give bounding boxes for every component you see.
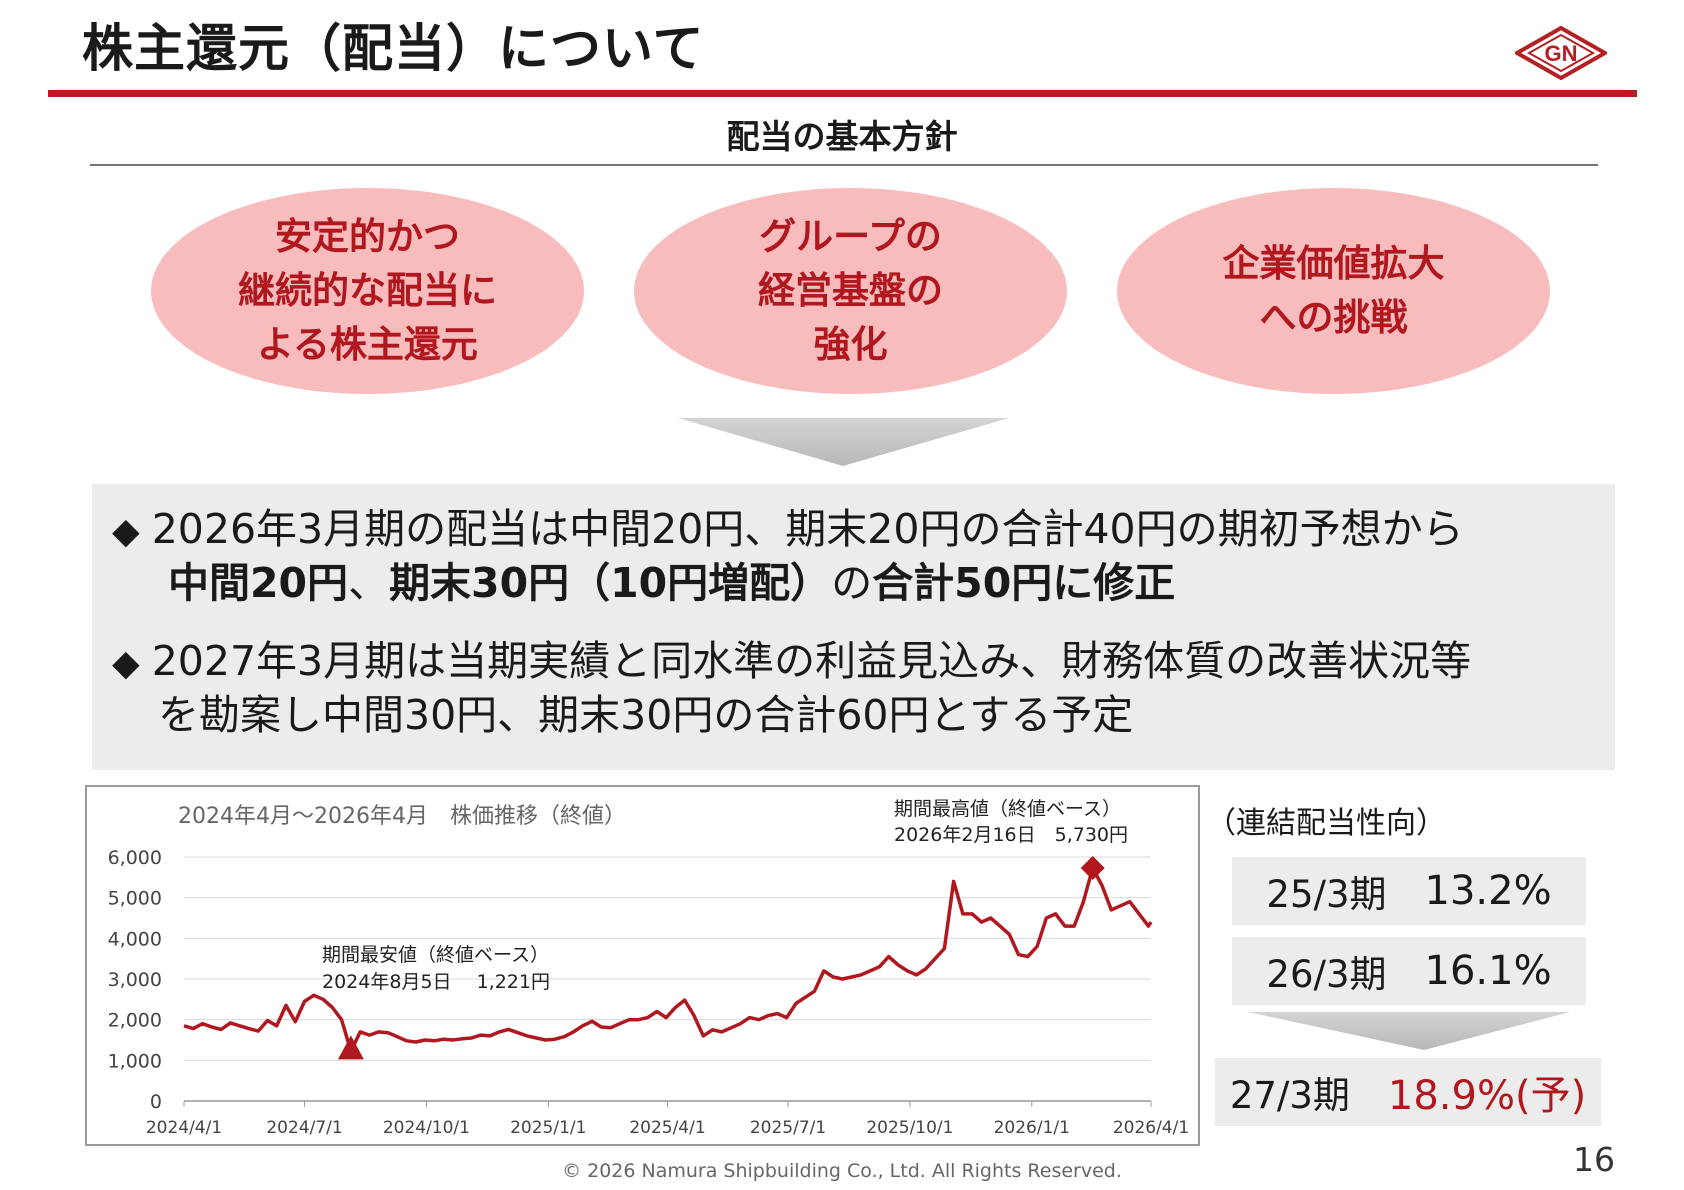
x-tick-label: 2024/4/1: [146, 1118, 222, 1138]
x-tick-label: 2024/7/1: [266, 1118, 342, 1138]
bullet-1-emphasis-total: 合計50円に修正: [872, 559, 1176, 607]
down-arrow-icon: [1248, 1012, 1570, 1050]
x-tick-label: 2025/1/1: [510, 1118, 586, 1138]
payout-value: 16.1%: [1424, 948, 1552, 994]
y-tick-label: 2,000: [108, 1010, 162, 1032]
policy-pillar-corporate-value: 企業価値拡大 への挑戦: [1117, 188, 1550, 394]
policy-pillar-group-foundation: グループの 経営基盤の 強化: [634, 188, 1067, 394]
x-tick-label: 2025/7/1: [750, 1118, 826, 1138]
x-tick-label: 2026/4/1: [1113, 1118, 1189, 1138]
dividend-notes-panel: [92, 484, 1615, 770]
copyright-notice: © 2026 Namura Shipbuilding Co., Ltd. All…: [562, 1160, 1122, 1182]
y-tick-label: 3,000: [108, 969, 162, 991]
page-number: 16: [1573, 1140, 1615, 1179]
title-underline: [48, 90, 1637, 97]
bullet-diamond-icon: ◆: [112, 643, 140, 684]
bullet-2-line-1: ◆ 2027年3月期は当期実績と同水準の利益見込み、財務体質の改善状況等: [112, 634, 1471, 691]
bullet-2-line-2: を勘案し中間30円、期末30円の合計60円とする予定: [158, 691, 1134, 739]
y-tick-label: 0: [150, 1091, 162, 1113]
stock-chart-frame: [85, 785, 1200, 1146]
page-title: 株主還元（配当）について: [82, 20, 705, 79]
chart-title: 2024年4月～2026年4月 株価推移（終値）: [178, 804, 626, 829]
payout-ratio-row-forecast: 27/3期 18.9%(予): [1215, 1058, 1601, 1126]
y-tick-label: 4,000: [108, 928, 162, 950]
payout-period: 25/3期: [1266, 873, 1387, 916]
bullet-1-text: 2026年3月期の配当は中間20円、期末20円の合計40円の期初予想から: [151, 505, 1464, 553]
bullet-1-emphasis-interim: 中間20円: [168, 559, 349, 607]
y-tick-label: 1,000: [108, 1050, 162, 1072]
x-tick-label: 2026/1/1: [994, 1118, 1070, 1138]
down-arrow-icon: [678, 418, 1009, 466]
y-tick-label: 6,000: [108, 847, 162, 869]
y-tick-label: 5,000: [108, 888, 162, 910]
bullet-1-line-1: ◆ 2026年3月期の配当は中間20円、期末20円の合計40円の期初予想から: [112, 502, 1464, 559]
policy-divider: [90, 164, 1598, 166]
period-high-value: 2026年2月16日 5,730円: [894, 824, 1128, 846]
payout-period: 26/3期: [1266, 953, 1387, 996]
logo-text: GN: [1545, 41, 1578, 66]
price-series-line: [183, 866, 1153, 1054]
bullet-1-emphasis-yearend: 期末30円（10円増配）: [389, 559, 832, 607]
bullet-diamond-icon: ◆: [112, 511, 140, 552]
period-low-label: 期間最安値（終値ベース）: [322, 944, 549, 966]
x-tick-label: 2025/10/1: [866, 1118, 953, 1138]
x-tick-label: 2025/4/1: [629, 1118, 705, 1138]
period-low-value: 2024年8月5日 1,221円: [322, 971, 550, 993]
policy-heading: 配当の基本方針: [726, 117, 958, 156]
payout-period: 27/3期: [1229, 1074, 1350, 1117]
payout-ratio-row: 25/3期 13.2%: [1232, 857, 1586, 925]
period-high-label: 期間最高値（終値ベース）: [894, 798, 1121, 820]
stock-price-chart: 2024年4月～2026年4月 株価推移（終値） 0 1,000 2,000 3,000…: [108, 798, 1190, 1138]
pillar-text: 安定的かつ 継続的な配当に よる株主還元: [238, 215, 497, 366]
payout-value-forecast: 18.9%(予): [1387, 1073, 1587, 1119]
bullet-2-text: 2027年3月期は当期実績と同水準の利益見込み、財務体質の改善状況等: [151, 637, 1472, 685]
company-logo: GN: [1515, 26, 1607, 80]
payout-value: 13.2%: [1424, 868, 1552, 914]
payout-ratio-row: 26/3期 16.1%: [1232, 937, 1586, 1005]
pillar-text: 企業価値拡大 への挑戦: [1222, 242, 1445, 339]
x-tick-label: 2024/10/1: [383, 1118, 470, 1138]
period-high-marker: [1080, 855, 1105, 880]
pillar-text: グループの 経営基盤の 強化: [758, 215, 943, 366]
bullet-1-line-2: 中間20円、期末30円（10円増配）の合計50円に修正: [168, 556, 1175, 610]
payout-ratio-heading: （連結配当性向）: [1206, 806, 1446, 841]
period-low-marker: [337, 1035, 364, 1060]
bullet-1-separator: 、: [348, 559, 390, 607]
bullet-1-particle: の: [831, 559, 873, 607]
policy-pillar-stable-dividend: 安定的かつ 継続的な配当に よる株主還元: [151, 188, 584, 394]
